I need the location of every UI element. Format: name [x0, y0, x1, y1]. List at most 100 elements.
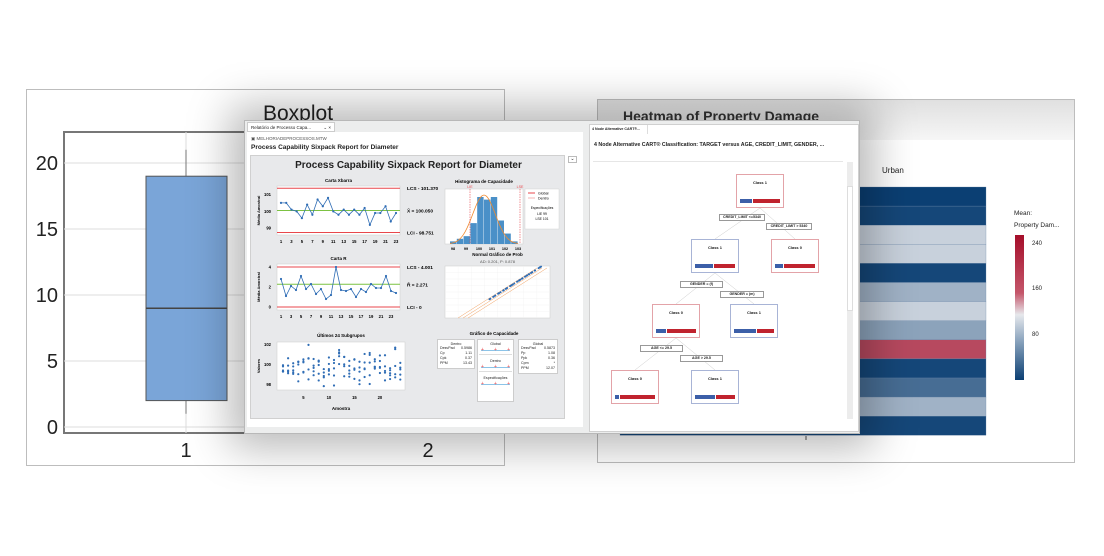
lcl-label: LCI - 0: [407, 305, 422, 311]
column-label: Urban: [882, 166, 904, 175]
split-label: AGE <= 29.5: [640, 345, 683, 352]
y-tick-label: 98: [266, 382, 271, 387]
data-point: [279, 201, 283, 204]
data-point: [297, 360, 300, 364]
y-tick-label: 20: [36, 153, 58, 175]
data-point: [389, 374, 392, 377]
data-point: [489, 297, 492, 300]
split-label: AGE > 29.5: [680, 355, 723, 362]
data-point: [389, 377, 392, 381]
data-point: [378, 371, 381, 375]
data-point: [378, 354, 381, 357]
data-point: [292, 372, 295, 375]
data-point: [368, 351, 371, 355]
data-point: [378, 359, 381, 363]
legend-tick: 80: [1032, 332, 1039, 338]
x-tick-label: 2: [422, 440, 433, 462]
data-point: [499, 291, 502, 294]
data-point: [368, 374, 371, 377]
tree-edge: [714, 272, 755, 305]
split-label: GENDER = (m): [720, 291, 764, 298]
data-point: [287, 370, 290, 373]
data-point: [304, 287, 308, 291]
data-point: [369, 282, 373, 286]
tree-node[interactable]: Class 1: [736, 174, 784, 208]
data-point: [287, 364, 290, 367]
data-point: [527, 273, 530, 276]
data-point: [327, 373, 330, 376]
data-point: [519, 278, 522, 281]
tab-cart-output[interactable]: 4 Node Alternative CART®...: [590, 125, 648, 134]
data-point: [399, 378, 402, 381]
x-tick-label: 1: [280, 239, 283, 244]
legend-subtitle: Property Dam...: [1014, 222, 1060, 229]
overall-stat-row: Ppk 0.36: [521, 356, 555, 360]
split-label: CREDIT_LIMIT > 5340: [766, 223, 812, 230]
histogram-bar: [490, 197, 498, 244]
tree-node[interactable]: Class 0: [611, 370, 659, 404]
data-point: [317, 363, 320, 367]
histogram-bar: [463, 236, 470, 244]
data-point: [540, 265, 543, 268]
data-point: [363, 367, 366, 370]
data-point: [332, 210, 335, 213]
capability-plots: Global + + + Dentro + + + Especificações + + +: [477, 339, 514, 402]
vertical-scrollbar[interactable]: [847, 162, 853, 419]
data-point: [511, 283, 514, 286]
y-tick-label: 0: [47, 417, 58, 439]
data-point: [394, 291, 398, 295]
tree-node[interactable]: Class 0: [652, 304, 700, 338]
data-point: [373, 358, 376, 361]
data-point: [292, 362, 295, 365]
plot-area: [276, 341, 406, 391]
y-tick-label: 100: [264, 209, 272, 214]
data-point: [364, 290, 368, 294]
data-point: [363, 375, 366, 379]
data-point: [399, 373, 402, 376]
tab-close-icon[interactable]: ⌄ ×: [323, 125, 331, 130]
data-point: [281, 365, 285, 368]
class-proportion-bar: [656, 329, 696, 333]
data-point: [383, 365, 387, 368]
data-point: [322, 374, 325, 378]
tree-node[interactable]: Class 1: [730, 304, 778, 338]
data-point: [492, 295, 495, 298]
data-point: [363, 361, 366, 364]
x-axis-label: Amostra: [332, 406, 351, 411]
tab-capability-report[interactable]: Relatório de Processo Capa... ⌄ ×: [247, 122, 335, 132]
data-point: [321, 205, 324, 208]
options-dropdown[interactable]: ⌄: [568, 156, 577, 163]
data-point: [399, 366, 402, 369]
data-point: [338, 362, 341, 366]
data-point: [302, 358, 305, 361]
data-point: [316, 198, 319, 201]
tree-pane: 4 Node Alternative CART®... 4 Node Alter…: [589, 124, 859, 432]
data-point: [324, 297, 328, 301]
report-title: Process Capability Sixpack Report for Di…: [251, 144, 399, 151]
data-point: [354, 295, 358, 299]
y-tick-label: 15: [36, 219, 58, 241]
chart-title: Últimos 24 Subgrupos: [317, 332, 365, 338]
x-tick-label: 21: [379, 314, 384, 319]
x-tick-label: 98: [451, 247, 455, 251]
x-tick-label: 23: [394, 239, 399, 244]
data-point: [349, 287, 353, 291]
tree-node[interactable]: Class 0: [771, 239, 819, 273]
class-proportion-bar: [775, 264, 815, 268]
data-point: [383, 354, 387, 357]
data-point: [322, 371, 325, 374]
tree-node[interactable]: Class 1: [691, 239, 739, 273]
data-point: [353, 208, 356, 211]
x-tick-label: 102: [502, 247, 508, 251]
data-point: [353, 377, 356, 380]
data-point: [295, 210, 298, 213]
tree-node[interactable]: Class 1: [691, 370, 739, 404]
class-proportion-bar: [615, 395, 655, 399]
node-class: Class 0: [787, 245, 802, 250]
histogram-bar: [477, 197, 484, 244]
overall-title: Global: [532, 342, 544, 346]
data-point: [526, 274, 529, 277]
data-point: [383, 369, 387, 373]
minitab-window: Relatório de Processo Capa... ⌄ × ▣ MELH…: [244, 120, 860, 434]
data-point: [358, 379, 361, 382]
